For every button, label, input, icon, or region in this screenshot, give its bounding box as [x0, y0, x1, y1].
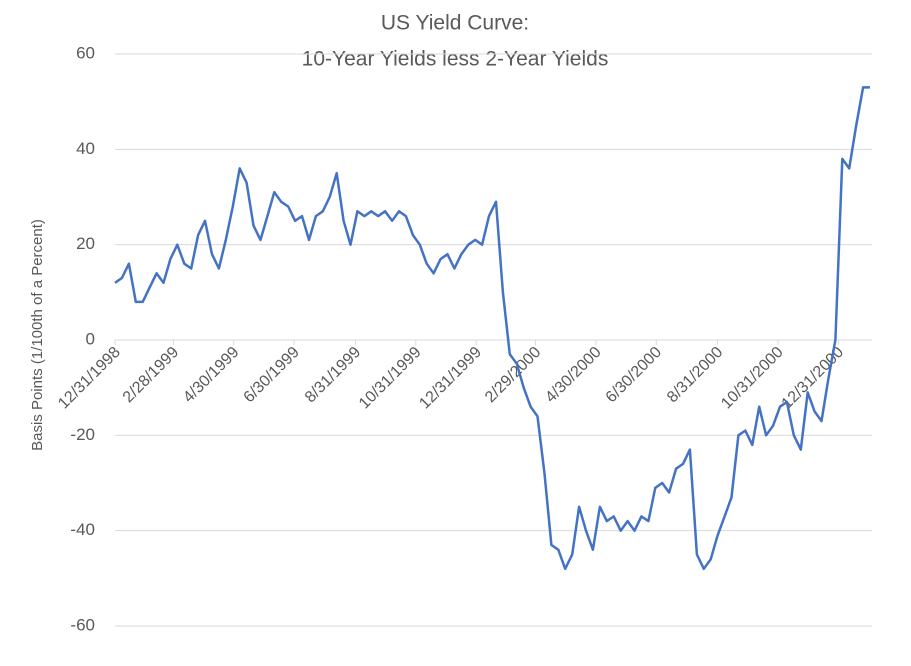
y-tick-label: 40 — [76, 139, 95, 158]
chart-title: US Yield Curve: — [381, 12, 529, 35]
y-axis-label: Basis Points (1/100th of a Percent) — [29, 219, 46, 451]
y-tick-label: 60 — [76, 43, 95, 62]
y-tick-label: 20 — [76, 234, 95, 253]
y-tick-label: -40 — [70, 520, 95, 539]
data-line — [114, 86, 870, 571]
y-tick-label: -60 — [70, 615, 95, 634]
y-tick-label: 0 — [86, 329, 95, 348]
chart-title: 10-Year Yields less 2-Year Yields — [302, 48, 609, 71]
y-tick-label: -20 — [70, 425, 95, 444]
